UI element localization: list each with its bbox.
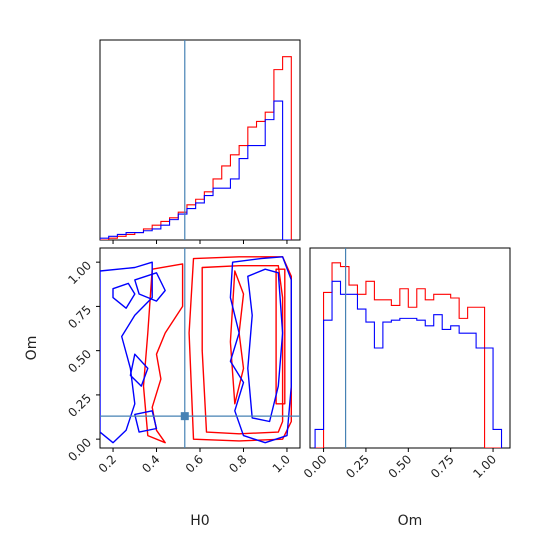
contour-series_b-level-4 [134,410,158,433]
h0-hist-series_b-step-line [100,100,292,240]
contour-ytick-label: 0.75 [65,303,94,332]
contour-series_a-level-2 [142,263,184,444]
om-hist-marks [314,262,503,448]
h0-histogram-frame [99,39,301,241]
contour-series_a-level-4 [275,268,286,405]
contour-series_a-level-1 [201,265,284,435]
om-hist-xtick-label: 0.75 [428,452,457,481]
contour-series_b-level-6 [247,268,284,423]
truth-marker [180,412,189,421]
om-hist-xtick-label: 0.25 [343,452,372,481]
contour-series_b-level-5 [229,256,292,444]
contour-series_b-level-1 [112,282,136,309]
h0-hist-series_a-step-line [100,56,292,240]
om-hist-xtick-label: 0.50 [386,452,415,481]
h0-hist-marks [100,56,292,240]
contour-series_b-level-2 [134,272,166,302]
panel-om-histogram [309,247,511,449]
om-hist-xtick-label: 1.00 [470,452,499,481]
contour-xtick-label: 0.8 [226,452,249,475]
contour-series_b-level-3 [129,353,149,387]
contour-series_b-level-0 [100,261,153,444]
contour-ytick-label: 1.00 [65,258,94,287]
contour-ytick-label: 0.00 [65,435,94,464]
contour-xtick-label: 1.0 [270,452,293,475]
om-hist-xtick-label: 0.00 [301,452,330,481]
x-axis-label-h0: H0 [190,513,209,529]
y-axis-label-om: Om [24,336,40,361]
om-hist-series_a-step-line [315,262,502,448]
contour-xtick-label: 0.4 [139,452,162,475]
h0-om-contour-marks [100,256,292,444]
contour-series_a-level-3 [229,270,245,405]
contour-xtick-label: 0.2 [96,452,119,475]
contour-ytick-label: 0.25 [65,391,94,420]
om-histogram-frame [309,247,511,449]
contour-ytick-label: 0.50 [65,347,94,376]
contour-xtick-label: 0.6 [183,452,206,475]
x-axis-label-om: Om [398,513,423,529]
om-hist-series_b-step-line [314,280,503,448]
panel-h0-histogram [99,39,301,241]
